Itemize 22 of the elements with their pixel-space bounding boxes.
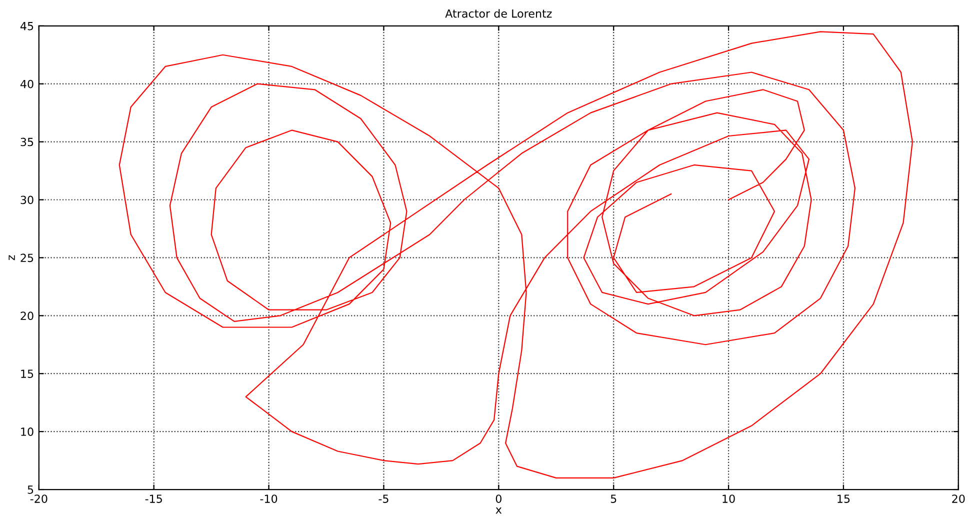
- x-tick-label: 15: [838, 494, 850, 503]
- y-tick-label: 15: [21, 370, 34, 378]
- y-tick-label: 25: [20, 254, 34, 262]
- y-tick-label: 5: [28, 486, 34, 494]
- x-axis-title: x: [496, 507, 502, 514]
- y-tick-label: 35: [20, 138, 34, 146]
- x-tick-label: 0: [496, 494, 502, 503]
- x-tick-label: -10: [260, 494, 278, 503]
- x-tick-label: -5: [378, 494, 388, 503]
- y-tick-label: 10: [21, 428, 34, 436]
- y-tick-label: 45: [20, 22, 34, 30]
- x-tick-label: 10: [722, 494, 735, 503]
- chart-title: Atractor de Lorentz: [445, 9, 552, 18]
- line-series: [118, 31, 913, 478]
- y-tick-label: 40: [20, 80, 34, 88]
- x-tick-label: -15: [145, 494, 162, 503]
- y-tick-label: 20: [20, 312, 34, 320]
- x-tick-label: 5: [610, 494, 616, 503]
- x-tick-label: 20: [952, 494, 965, 503]
- x-tick-label: -20: [30, 494, 48, 503]
- y-axis-title: z: [8, 255, 15, 260]
- y-tick-label: 30: [20, 196, 34, 204]
